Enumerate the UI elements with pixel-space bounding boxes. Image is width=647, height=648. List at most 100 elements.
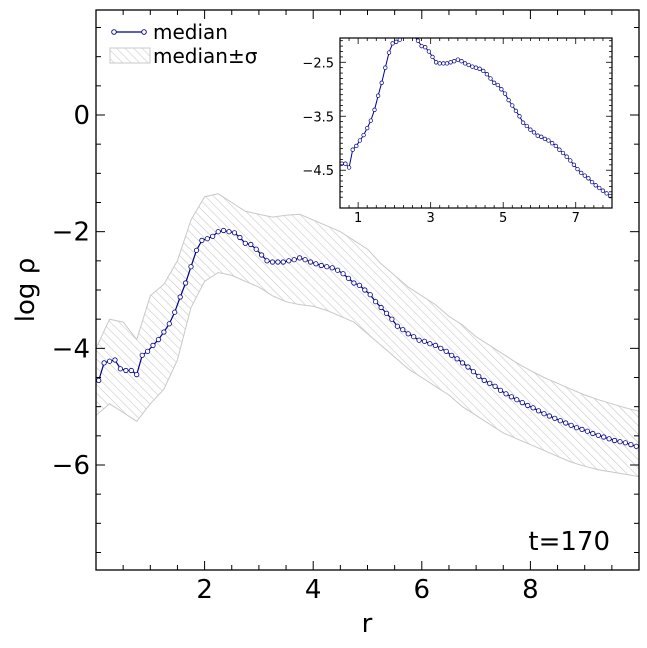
inset-x-tick-label: 1 [354,211,362,226]
inset-median-point [426,49,432,54]
median-point [514,397,520,403]
median-point [188,264,194,270]
inset-median-point [517,114,522,119]
median-point [155,336,161,343]
median-point [622,440,629,446]
median-point [329,265,335,271]
median-line [98,229,637,447]
median-point [519,399,525,406]
inset-median-point [546,138,551,143]
inset-median-point [368,118,373,123]
median-point [117,366,124,372]
inset-median-point [383,65,388,70]
inset-median-point [365,125,370,131]
inset-median-point [586,176,591,181]
median-point [183,280,189,286]
legend-median-marker [111,29,117,35]
median-point [590,430,596,437]
median-point [204,236,210,242]
median-point [307,259,314,265]
median-point [269,259,276,265]
inset-median-point [520,120,526,125]
median-point [421,338,428,344]
inset-median-point [354,143,359,149]
median-point [340,271,346,277]
median-point [432,342,438,348]
median-point [383,310,390,316]
median-point [296,255,303,261]
inset-median-point [560,150,566,156]
median-point [525,402,531,409]
inset-median-point [466,62,471,68]
median-point [150,342,156,348]
legend: median median±σ [109,20,258,68]
median-point [362,287,368,293]
median-point [389,316,395,322]
median-point [508,394,514,400]
inset-median-point [394,39,399,44]
inset-median-point [419,43,424,49]
median-point [443,348,449,354]
median-point [454,356,460,362]
median-point [226,229,232,235]
inset-median-point [495,82,500,88]
inset-median-point [535,133,540,138]
main-plot-frame [95,9,640,571]
inset-median-point [597,185,602,191]
x-tick-label: 8 [522,575,539,605]
median-point [438,345,444,351]
legend-median-marker [141,29,147,35]
median-point [215,229,221,235]
median-point [568,422,574,428]
median-point [145,348,151,354]
median-point [275,259,281,265]
legend-band-label: median±σ [153,44,258,68]
inset-median-point [470,64,475,69]
median-point [530,405,536,411]
median-point [541,411,547,417]
inset-y-tick-label: −2.5 [302,56,334,71]
inset-median-point [462,61,468,66]
median-point [134,371,140,378]
median-point [579,426,585,432]
median-point [487,380,493,386]
median-point [258,252,265,258]
median-point [253,246,259,252]
inset-median-point [557,147,562,152]
inset-median-point [386,50,392,55]
median-point [416,337,422,343]
median-point [563,420,569,426]
inset-median-point [524,123,529,129]
median-point [449,352,455,358]
inset-median-point [357,138,363,143]
median-point [302,257,308,263]
median-point [356,282,362,288]
median-point [177,294,183,300]
median-point [372,299,379,305]
inset-median-point [473,65,479,70]
inset-median-point [488,76,493,81]
median-point [193,247,200,253]
median-point [172,309,178,315]
median-point [617,439,623,445]
inset-median-point [589,179,595,185]
inset-median-point [506,97,511,103]
median-point [318,262,324,269]
inset-median-point [550,141,555,146]
median-point [96,377,102,383]
inset-median-point [452,59,457,64]
inset-plot-frame [339,37,613,209]
inset-median-point [502,91,508,96]
median-point [123,367,129,374]
y-tick-label: −2 [52,218,90,248]
inset-median-point [568,158,573,163]
median-point [503,391,509,397]
median-point [492,383,498,389]
inset-median-point [459,59,464,64]
median-point [628,441,634,448]
median-point [611,437,618,444]
inset-median-point [361,132,366,138]
x-axis-label: r [362,609,373,639]
inset-median-point [542,136,548,142]
inset-median-point [539,134,544,139]
